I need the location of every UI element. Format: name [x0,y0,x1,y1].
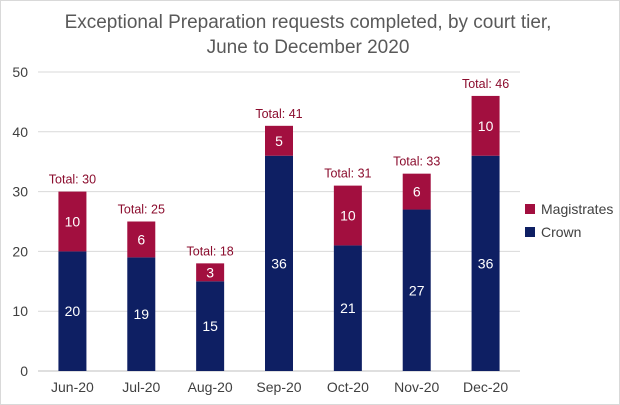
y-tick-label: 10 [12,303,28,319]
data-label-crown: 15 [202,318,218,334]
total-label: Total: 31 [324,167,371,181]
y-tick-label: 50 [12,64,28,80]
y-tick-label: 0 [20,363,28,379]
data-label-crown: 27 [409,282,425,298]
bar-crown [58,251,87,371]
y-tick-label: 20 [12,243,28,259]
legend-label-crown: Crown [541,224,581,240]
bar-crown [471,155,500,371]
data-label-magistrates: 5 [275,133,283,149]
x-tick-label: Jun-20 [51,379,94,395]
legend-swatch-crown [525,227,535,237]
bar-magistrates [265,125,293,156]
data-label-magistrates: 10 [478,118,494,134]
total-label: Total: 41 [255,107,302,121]
bar-magistrates [333,185,362,246]
bar-magistrates [196,263,225,282]
bar-crown [402,209,431,371]
total-label: Total: 30 [49,173,96,187]
data-label-magistrates: 10 [65,214,81,230]
total-label: Total: 18 [187,244,234,258]
data-label-magistrates: 10 [340,208,356,224]
chart-subtitle: June to December 2020 [207,37,410,58]
x-axis: Jun-20 Jul-20 Aug-20 Sep-20 Oct-20 Nov-20 Dec-… [51,379,508,395]
legend-label-magistrates: Magistrates [541,201,613,217]
y-axis: 0 10 20 30 40 50 [12,64,28,379]
x-tick-label: Nov-20 [394,379,439,395]
data-label-crown: 21 [340,300,356,316]
x-tick-label: Sep-20 [256,379,301,395]
total-label: Total: 33 [393,155,440,169]
legend: Magistrates Crown [525,201,613,240]
bar-crown [333,245,362,371]
y-tick-label: 40 [12,124,28,140]
chart-title: Exceptional Preparation requests complet… [65,12,552,33]
data-label-crown: 20 [65,303,81,319]
x-tick-label: Jul-20 [122,379,160,395]
x-tick-label: Dec-20 [463,379,508,395]
bars: 20 10 Total: 30 19 6 Total: 25 15 3 Total: 18 36 5… [49,77,509,371]
data-label-crown: 36 [478,255,494,271]
bar-magistrates [58,191,87,252]
bar-crown [196,281,225,371]
x-tick-label: Aug-20 [188,379,233,395]
total-label: Total: 25 [118,203,165,217]
data-label-magistrates: 6 [137,231,145,247]
legend-swatch-magistrates [525,204,535,214]
total-label: Total: 46 [462,77,509,91]
bar-crown [265,155,293,371]
data-label-magistrates: 3 [206,264,214,280]
bar-crown [127,257,156,371]
data-label-crown: 36 [271,255,287,271]
data-label-crown: 19 [133,306,149,322]
y-tick-label: 30 [12,184,28,200]
bar-magistrates [127,221,156,258]
bar-magistrates [402,173,431,210]
x-tick-label: Oct-20 [327,379,369,395]
data-label-magistrates: 6 [413,184,421,200]
bar-magistrates [471,95,500,156]
